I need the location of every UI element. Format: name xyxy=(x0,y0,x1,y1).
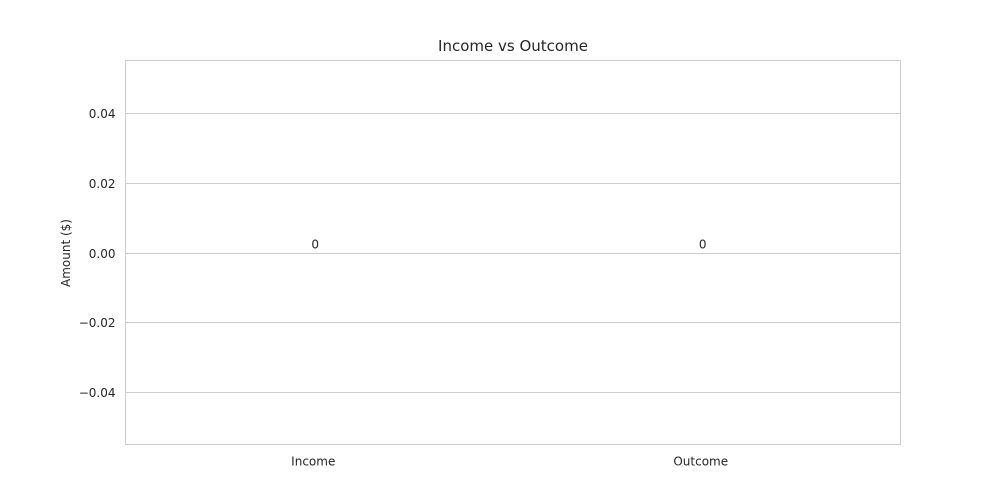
data-label: 0 xyxy=(311,238,319,252)
x-tick-label: Income xyxy=(291,455,335,469)
plot-frame xyxy=(125,60,901,445)
y-tick-label: −0.04 xyxy=(79,386,116,400)
y-tick-label: 0.02 xyxy=(89,177,116,191)
y-tick-label: 0.04 xyxy=(89,107,116,121)
data-label: 0 xyxy=(699,238,707,252)
y-tick-label: −0.02 xyxy=(79,316,116,330)
bars xyxy=(255,252,759,253)
bar-income xyxy=(255,252,372,253)
y-axis-label: Amount ($) xyxy=(59,219,73,287)
gridlines xyxy=(125,113,901,393)
y-tick-labels: 0.04 0.02 0.00 −0.02 −0.04 xyxy=(79,107,116,400)
y-tick-label: 0.00 xyxy=(89,247,116,261)
x-tick-label: Outcome xyxy=(673,455,728,469)
bar-outcome xyxy=(642,252,759,253)
x-tick-labels: Income Outcome xyxy=(291,455,728,469)
chart-title: Income vs Outcome xyxy=(438,37,588,55)
